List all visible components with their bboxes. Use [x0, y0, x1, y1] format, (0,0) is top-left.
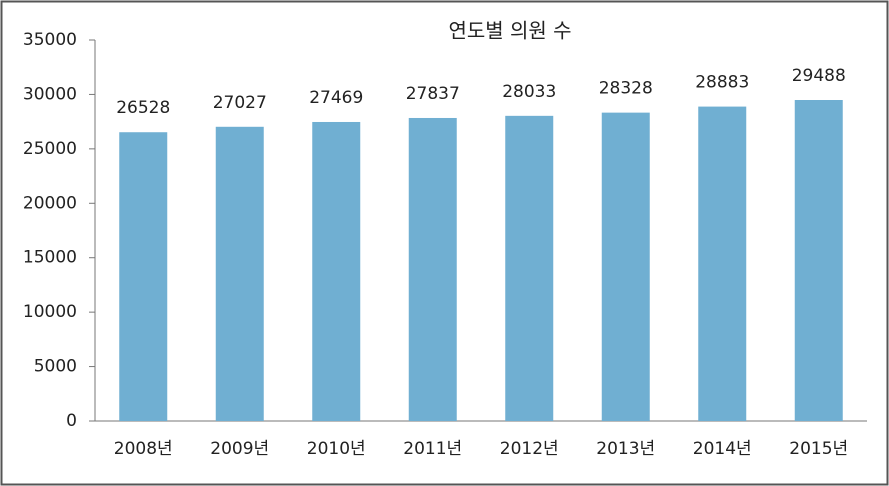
bar — [312, 121, 361, 421]
x-tick-label: 2008년 — [114, 439, 173, 459]
data-label: 28883 — [695, 73, 749, 93]
data-label: 28033 — [502, 82, 556, 102]
bar — [408, 117, 457, 422]
x-tick-label: 2009년 — [210, 439, 269, 459]
y-tick-label: 0 — [66, 411, 77, 431]
x-tick-label: 2010년 — [307, 439, 366, 459]
x-tick-label: 2011년 — [403, 439, 462, 459]
x-tick-label: 2013년 — [596, 439, 655, 459]
x-tick-label: 2014년 — [693, 439, 752, 459]
data-label: 27469 — [309, 88, 363, 108]
y-tick-label: 10000 — [23, 302, 77, 322]
x-tick-label: 2012년 — [500, 439, 559, 459]
bar — [119, 132, 168, 422]
chart-title: 연도별 의원 수 — [448, 19, 571, 43]
bar — [215, 126, 264, 421]
y-tick-label: 30000 — [23, 84, 77, 104]
data-label: 27837 — [406, 84, 460, 104]
y-tick-label: 15000 — [23, 248, 77, 268]
data-label: 27027 — [213, 93, 267, 113]
bar — [794, 100, 843, 421]
y-tick-label: 35000 — [23, 30, 77, 50]
data-label: 26528 — [116, 98, 170, 118]
y-tick-label: 5000 — [34, 357, 77, 377]
y-tick-label: 20000 — [23, 193, 77, 213]
x-tick-label: 2015년 — [789, 439, 848, 459]
y-tick-label: 25000 — [23, 139, 77, 159]
data-label: 29488 — [792, 66, 846, 86]
bar — [601, 112, 650, 421]
bar — [505, 115, 554, 422]
bar — [698, 106, 747, 421]
data-label: 28328 — [599, 79, 653, 99]
